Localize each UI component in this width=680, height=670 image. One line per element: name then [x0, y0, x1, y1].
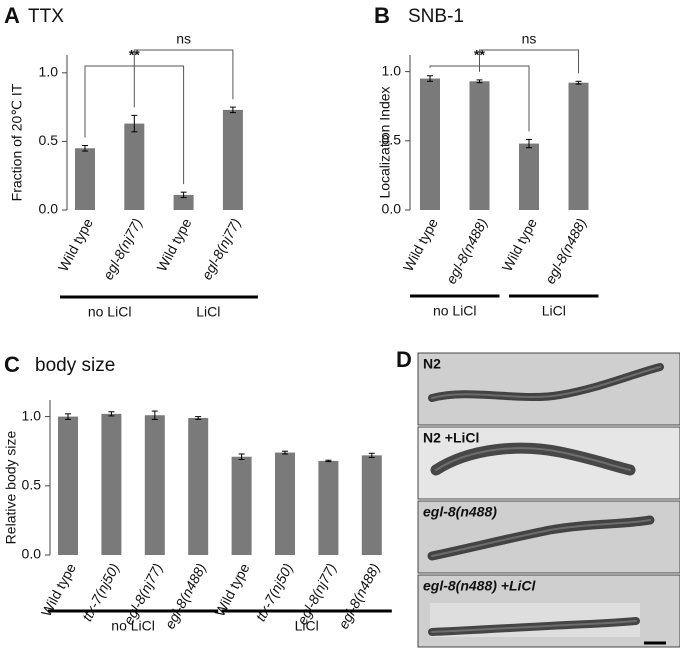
group-label: no LiCl	[88, 304, 132, 320]
bar	[188, 417, 209, 555]
group-label: LiCl	[295, 618, 319, 634]
x-tick-label: ttx-7(nj50)	[252, 561, 296, 624]
y-tick-label: 1.0	[382, 62, 402, 78]
worm-highlight	[435, 447, 631, 471]
y-tick-label: 0.0	[22, 546, 42, 562]
panel-label: D	[396, 347, 412, 372]
panel-label: A	[4, 3, 20, 28]
group-label: LiCl	[542, 303, 566, 319]
worm-highlight	[431, 519, 651, 557]
y-tick-label: 0.0	[39, 201, 59, 217]
y-axis-label: Relative body size	[3, 430, 19, 544]
panel-label: C	[4, 352, 20, 377]
y-tick-label: 0.5	[22, 477, 42, 493]
group-label: no LiCl	[433, 303, 477, 319]
x-tick-label: Wild type	[153, 215, 194, 274]
micrograph	[417, 426, 680, 500]
image-label: egl-8(n488) +LiCl	[423, 578, 537, 594]
significance-label: ns	[522, 31, 537, 47]
chart-title: SNB-1	[408, 6, 464, 27]
bar	[568, 82, 589, 210]
chart-title: TTX	[28, 6, 64, 27]
image-label: egl-8(n488)	[423, 504, 497, 520]
y-axis-label: Fraction of 20℃ IT	[9, 83, 25, 201]
bar	[222, 109, 243, 210]
bar	[173, 194, 194, 210]
worm-highlight	[431, 366, 661, 399]
x-tick-label: ttx-7(nj50)	[79, 561, 123, 624]
x-tick-label: egl-8(n488)	[443, 216, 491, 287]
x-tick-label: Wild type	[55, 215, 96, 274]
micrograph	[417, 500, 680, 574]
bar	[144, 415, 165, 555]
x-tick-label: egl-8(n488)	[161, 561, 209, 632]
x-tick-label: egl-8(n488)	[542, 216, 590, 287]
y-tick-label: 1.0	[22, 407, 42, 423]
bar	[469, 81, 490, 210]
y-axis-label: Localization Index	[377, 86, 393, 198]
significance-label: ns	[176, 31, 191, 47]
panel-label: B	[374, 3, 390, 28]
bar	[58, 416, 78, 555]
y-tick-label: 0.5	[382, 132, 402, 148]
bar	[519, 143, 539, 210]
group-label: LiCl	[196, 304, 220, 320]
bar	[361, 455, 382, 555]
bar	[318, 460, 339, 555]
significance-bracket	[479, 49, 579, 74]
bar	[75, 148, 95, 210]
y-tick-label: 0.5	[39, 132, 59, 148]
image-label: N2	[423, 356, 441, 372]
significance-bracket	[133, 49, 234, 108]
y-tick-label: 0.0	[382, 201, 402, 217]
x-tick-label: egl-8(nj77)	[100, 216, 146, 283]
group-label: no LiCl	[111, 618, 155, 634]
x-tick-label: Wild type	[400, 215, 441, 274]
chart-title: body size	[35, 355, 115, 376]
micrograph	[417, 352, 680, 426]
bar	[101, 413, 122, 555]
bar	[275, 452, 295, 555]
bar	[231, 456, 252, 555]
x-tick-label: egl-8(n488)	[335, 561, 383, 632]
y-tick-label: 1.0	[39, 64, 59, 80]
image-label: N2 +LiCl	[423, 430, 479, 446]
x-tick-label: Wild type	[499, 215, 540, 274]
bar	[420, 78, 440, 210]
bar	[124, 123, 145, 210]
worm-highlight	[431, 620, 637, 633]
x-tick-label: egl-8(nj77)	[198, 216, 244, 283]
